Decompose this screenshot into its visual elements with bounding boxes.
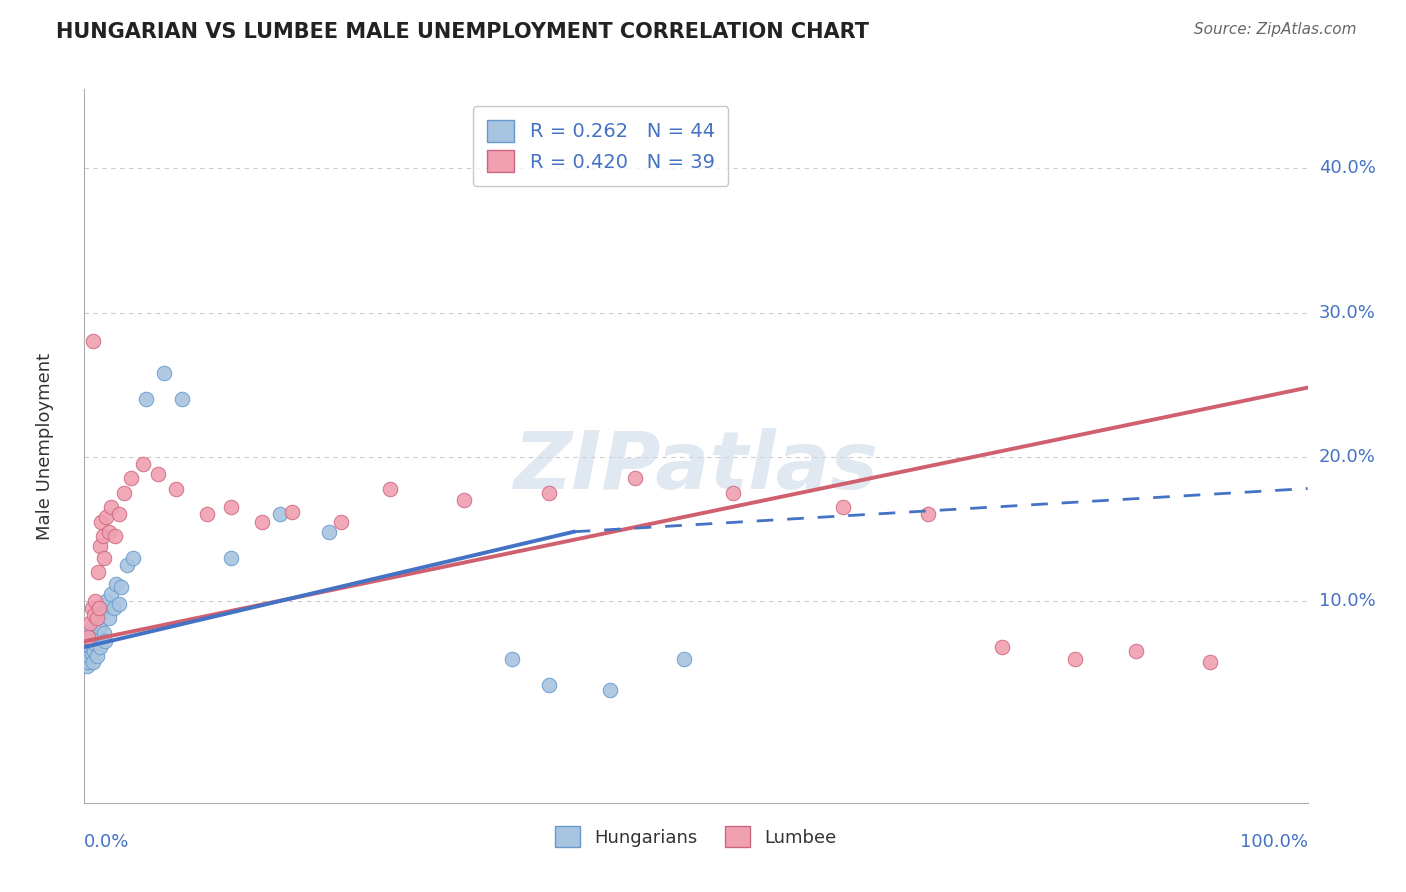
- Text: 0.0%: 0.0%: [84, 833, 129, 851]
- Point: [146, 467, 169, 482]
- Point: [538, 677, 561, 691]
- Text: 100.0%: 100.0%: [1240, 833, 1308, 851]
- Text: 20.0%: 20.0%: [1319, 448, 1375, 466]
- Point: [599, 683, 621, 698]
- Point: [84, 637, 107, 651]
- Point: [83, 608, 105, 623]
- Point: [831, 500, 853, 515]
- Point: [79, 640, 101, 654]
- Point: [502, 651, 524, 665]
- Point: [77, 637, 100, 651]
- Point: [1064, 651, 1087, 665]
- Point: [77, 648, 100, 663]
- Point: [91, 601, 114, 615]
- Point: [153, 366, 176, 380]
- Point: [135, 392, 157, 406]
- Point: [83, 644, 105, 658]
- Point: [82, 334, 104, 349]
- Point: [86, 611, 108, 625]
- Point: [110, 580, 132, 594]
- Point: [165, 482, 187, 496]
- Point: [172, 392, 194, 406]
- Point: [104, 529, 127, 543]
- Point: [97, 611, 120, 625]
- Point: [112, 486, 135, 500]
- Point: [87, 630, 110, 644]
- Point: [107, 508, 129, 522]
- Point: [80, 634, 103, 648]
- Point: [79, 623, 101, 637]
- Point: [77, 630, 100, 644]
- Point: [89, 539, 111, 553]
- Point: [120, 471, 142, 485]
- Point: [94, 634, 117, 648]
- Point: [89, 640, 111, 654]
- Point: [107, 597, 129, 611]
- Text: ZIPatlas: ZIPatlas: [513, 428, 879, 507]
- Point: [122, 550, 145, 565]
- Point: [77, 655, 100, 669]
- Point: [219, 550, 242, 565]
- Point: [318, 524, 340, 539]
- Point: [1125, 644, 1147, 658]
- Point: [380, 482, 402, 496]
- Point: [86, 611, 108, 625]
- Point: [87, 565, 110, 579]
- Point: [281, 505, 304, 519]
- Point: [105, 576, 128, 591]
- Point: [1198, 655, 1220, 669]
- Text: 40.0%: 40.0%: [1319, 160, 1375, 178]
- Point: [82, 655, 104, 669]
- Point: [672, 651, 695, 665]
- Point: [195, 508, 218, 522]
- Point: [87, 601, 110, 615]
- Point: [115, 558, 138, 572]
- Text: 10.0%: 10.0%: [1319, 592, 1375, 610]
- Point: [90, 515, 112, 529]
- Point: [453, 493, 475, 508]
- Point: [82, 625, 104, 640]
- Point: [132, 457, 155, 471]
- Point: [96, 594, 118, 608]
- Point: [77, 630, 100, 644]
- Point: [250, 515, 273, 529]
- Point: [80, 601, 103, 615]
- Text: HUNGARIAN VS LUMBEE MALE UNEMPLOYMENT CORRELATION CHART: HUNGARIAN VS LUMBEE MALE UNEMPLOYMENT CO…: [56, 22, 869, 42]
- Point: [87, 620, 110, 634]
- Point: [90, 606, 112, 620]
- Point: [269, 508, 291, 522]
- Point: [330, 515, 353, 529]
- Point: [917, 508, 939, 522]
- Point: [79, 615, 101, 630]
- Point: [100, 587, 122, 601]
- Point: [100, 500, 122, 515]
- Text: Source: ZipAtlas.com: Source: ZipAtlas.com: [1194, 22, 1357, 37]
- Point: [96, 510, 118, 524]
- Point: [97, 524, 120, 539]
- Point: [75, 651, 97, 665]
- Point: [86, 648, 108, 663]
- Point: [219, 500, 242, 515]
- Point: [624, 471, 647, 485]
- Point: [538, 486, 561, 500]
- Point: [93, 550, 115, 565]
- Text: 30.0%: 30.0%: [1319, 303, 1375, 322]
- Text: Male Unemployment: Male Unemployment: [37, 352, 55, 540]
- Point: [991, 640, 1014, 654]
- Point: [721, 486, 744, 500]
- Point: [83, 615, 105, 630]
- Point: [93, 625, 115, 640]
- Point: [80, 648, 103, 662]
- Point: [84, 594, 107, 608]
- Point: [103, 601, 125, 615]
- Legend: Hungarians, Lumbee: Hungarians, Lumbee: [548, 819, 844, 855]
- Point: [76, 644, 98, 658]
- Point: [91, 529, 114, 543]
- Point: [76, 658, 98, 673]
